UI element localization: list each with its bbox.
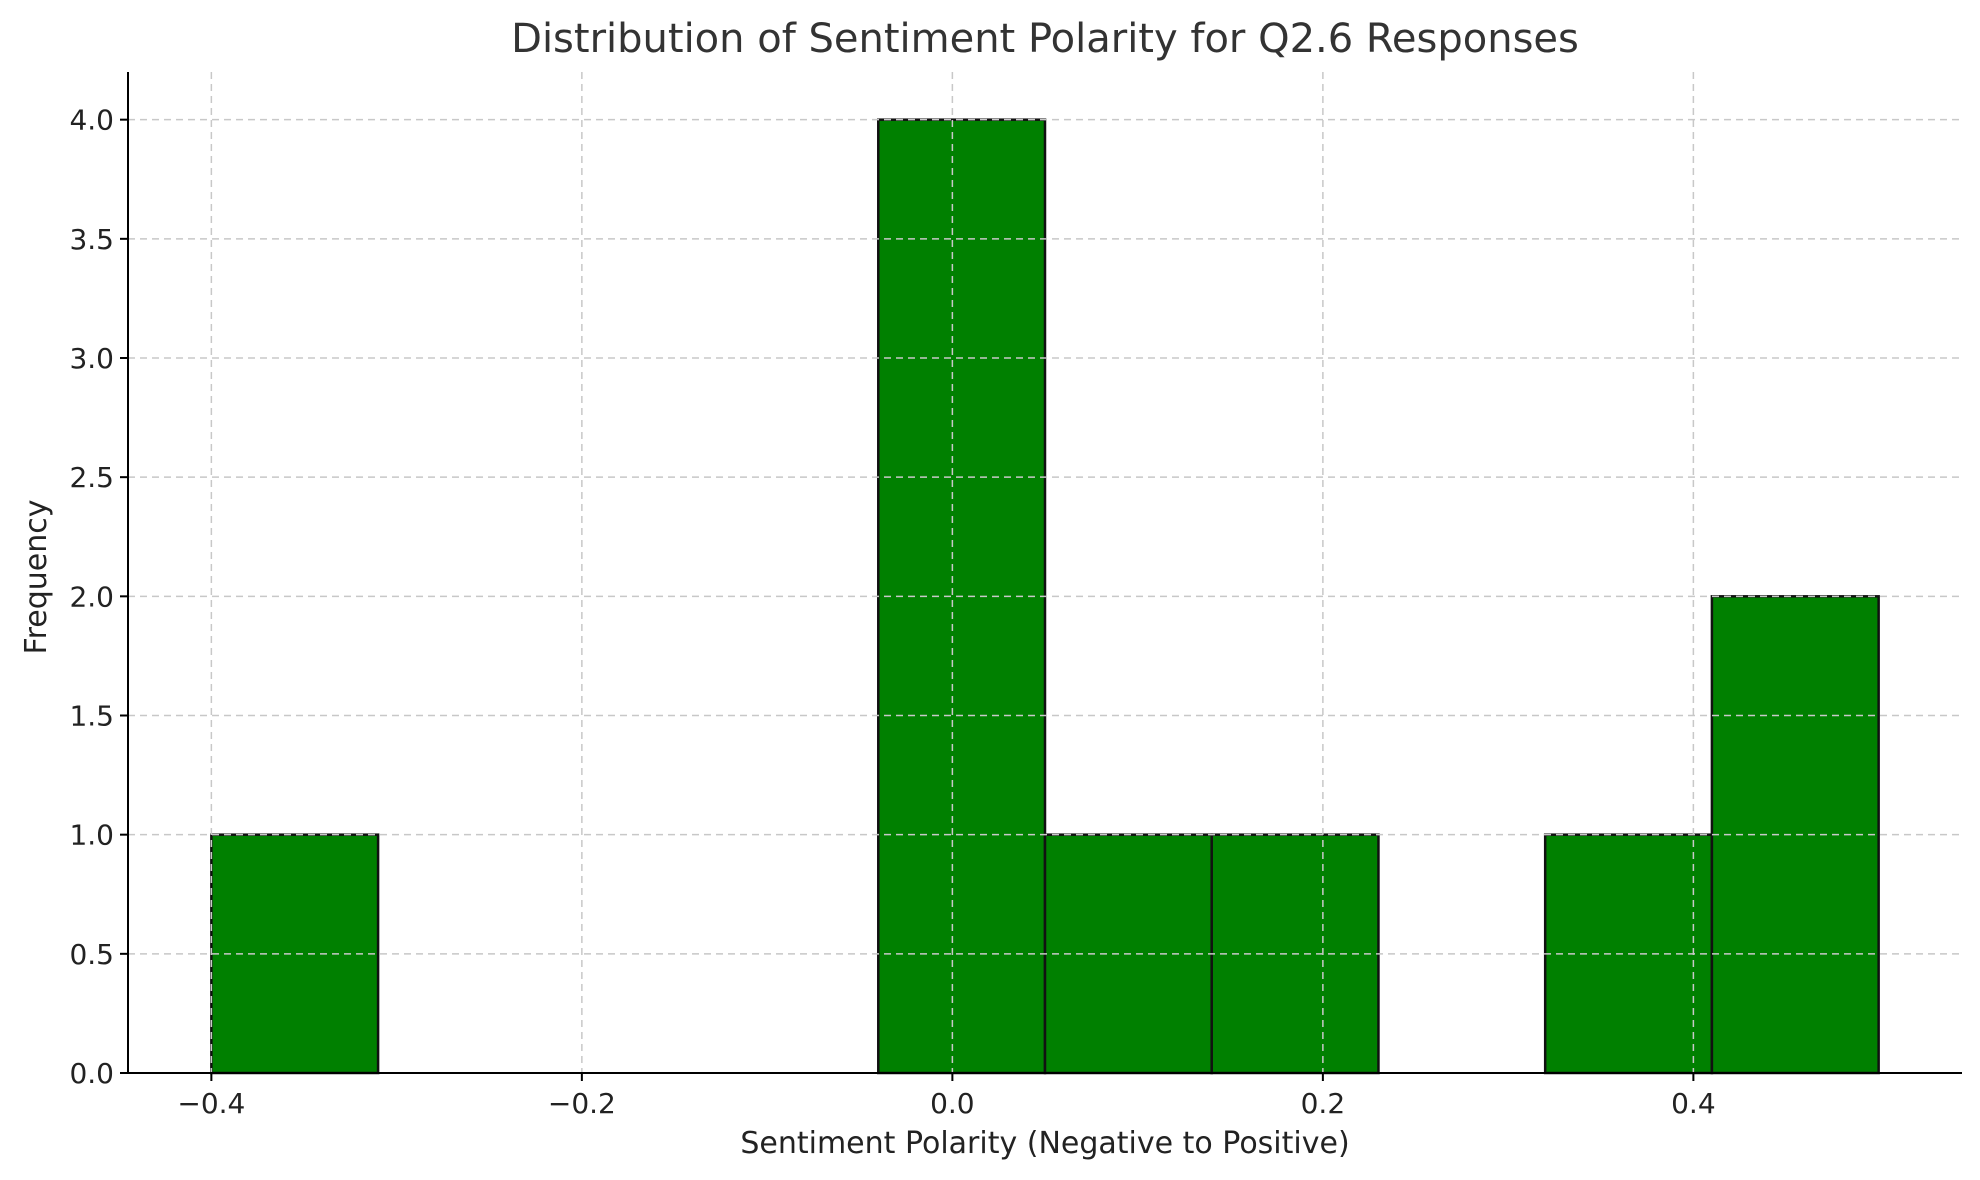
y-tick-label: 3.5 — [69, 223, 114, 256]
y-tick-label: 1.5 — [69, 700, 114, 733]
y-tick-label: 0.0 — [69, 1057, 114, 1090]
y-tick-label: 4.0 — [69, 104, 114, 137]
chart-title: Distribution of Sentiment Polarity for Q… — [511, 16, 1579, 62]
y-tick-label: 0.5 — [69, 938, 114, 971]
grid — [128, 72, 1962, 1074]
y-axis-label: Frequency — [19, 500, 54, 655]
y-tick-label: 3.0 — [69, 342, 114, 375]
x-axis-label: Sentiment Polarity (Negative to Positive… — [740, 1126, 1349, 1161]
x-tick-label: −0.4 — [177, 1087, 245, 1120]
x-ticks: −0.4 −0.2 0.0 0.2 0.4 — [177, 1073, 1716, 1120]
y-ticks: 0.0 0.5 1.0 1.5 2.0 2.5 3.0 3.5 4.0 — [69, 104, 128, 1090]
x-tick-label: 0.4 — [1671, 1087, 1716, 1120]
y-tick-label: 2.5 — [69, 461, 114, 494]
axes — [127, 72, 1962, 1074]
y-tick-label: 1.0 — [69, 819, 114, 852]
bars — [210, 118, 1880, 1075]
y-tick-label: 2.0 — [69, 580, 114, 613]
x-tick-label: −0.2 — [548, 1087, 616, 1120]
x-tick-label: 0.0 — [930, 1087, 975, 1120]
x-tick-label: 0.2 — [1301, 1087, 1346, 1120]
